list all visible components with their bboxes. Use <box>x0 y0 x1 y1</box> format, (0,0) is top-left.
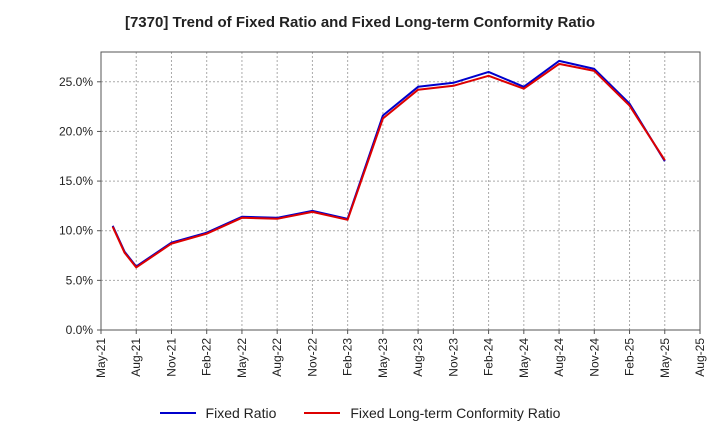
y-tick-label: 5.0% <box>66 273 94 287</box>
x-tick-label: Nov-23 <box>446 338 460 377</box>
x-tick-label: May-23 <box>376 338 390 378</box>
x-tick-label: May-25 <box>658 338 672 378</box>
legend-swatch-fixed-ratio <box>159 412 196 414</box>
chart-title: [7370] Trend of Fixed Ratio and Fixed Lo… <box>124 14 596 31</box>
x-tick-label: Aug-21 <box>129 338 143 377</box>
legend-label-fixed-ratio: Fixed Ratio <box>205 405 277 421</box>
legend: Fixed Ratio Fixed Long-term Conformity R… <box>0 405 720 421</box>
legend-label-fixed-lt-conformity: Fixed Long-term Conformity Ratio <box>350 405 561 421</box>
x-tick-label: Feb-22 <box>200 338 214 376</box>
series-line-fixed-ratio <box>111 59 666 268</box>
x-tick-label: May-22 <box>235 338 249 378</box>
x-tick-label: Feb-23 <box>341 338 355 376</box>
x-tick-label: Aug-25 <box>693 338 707 377</box>
y-tick-label: 20.0% <box>59 124 93 138</box>
series-lines <box>111 59 666 269</box>
x-tick-label: Feb-25 <box>623 338 637 376</box>
series-line-fixed-lt-conformity <box>111 62 666 269</box>
legend-swatch-fixed-lt-conformity <box>304 412 341 414</box>
line-chart: 0.0% 5.0% 10.0% 15.0% 20.0% 25.0% May-21 Aug-21… <box>59 51 707 378</box>
legend-item-fixed-ratio: Fixed Ratio <box>159 405 277 421</box>
y-tick-label: 10.0% <box>59 224 93 238</box>
plot-frame <box>100 51 701 331</box>
x-tick-label: Nov-22 <box>305 338 319 377</box>
grid <box>101 52 700 330</box>
x-tick-label: Aug-24 <box>552 338 566 377</box>
x-tick-label: Feb-24 <box>482 338 496 376</box>
x-tick-label: Aug-22 <box>270 338 284 377</box>
x-tick-label: Aug-23 <box>411 338 425 377</box>
y-tick-label: 25.0% <box>59 75 93 89</box>
y-tick-label: 0.0% <box>66 323 94 337</box>
y-tick-label: 15.0% <box>59 174 93 188</box>
axes: 0.0% 5.0% 10.0% 15.0% 20.0% 25.0% May-21 Aug-21… <box>59 51 707 378</box>
x-tick-label: Nov-24 <box>587 338 601 377</box>
legend-item-fixed-lt-conformity: Fixed Long-term Conformity Ratio <box>304 405 560 421</box>
x-tick-label: Nov-21 <box>164 338 178 377</box>
x-tick-label: May-24 <box>517 338 531 378</box>
x-tick-label: May-21 <box>94 338 108 378</box>
